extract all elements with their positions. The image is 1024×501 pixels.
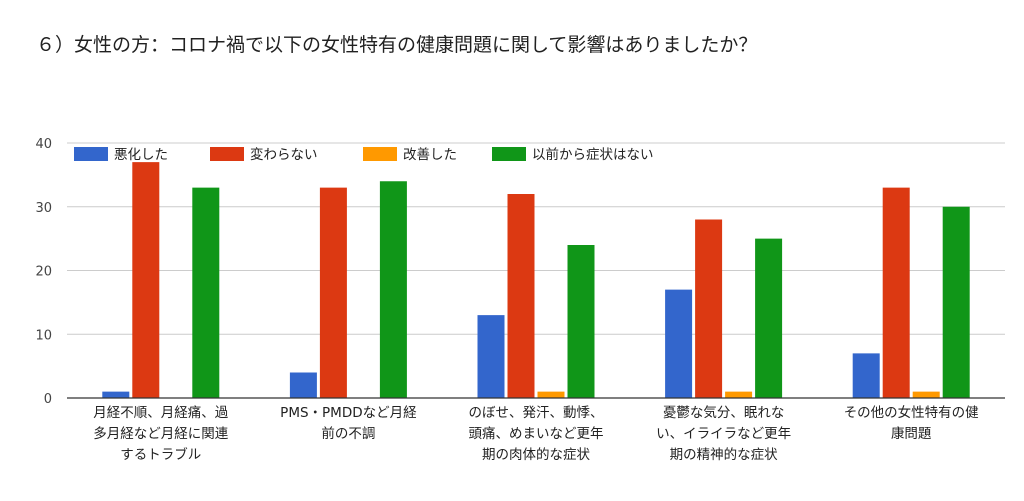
category-label: PMS・PMDDなど月経	[280, 405, 417, 421]
legend-swatch-3	[363, 147, 397, 161]
bar-4-4	[755, 238, 783, 398]
bar-2-1	[132, 162, 160, 398]
chart-title: ６）女性の方：コロナ禍で以下の女性特有の健康問題に関して影響はありましたか？	[36, 34, 758, 56]
category-label: 月経不順、月経痛、過	[93, 404, 228, 421]
bar-1-3	[477, 315, 505, 398]
bar-3-3	[537, 391, 565, 398]
legend-swatch-2	[210, 147, 244, 161]
legend-label-1: 悪化した	[114, 147, 168, 163]
legend: 悪化した 変わらない 改善した 以前から症状はない	[74, 146, 654, 163]
bar-4-5	[942, 206, 970, 398]
category-label: するトラブル	[120, 446, 201, 463]
y-axis-ticks: 0 10 20 30 40	[35, 137, 52, 407]
legend-label-4: 以前から症状はない	[532, 146, 654, 163]
category-label: 憂鬱な気分、眠れな	[663, 405, 785, 421]
category-label: 期の精神的な症状	[670, 447, 778, 463]
bar-1-4	[665, 289, 693, 398]
bar-2-2	[319, 187, 347, 398]
category-label: 頭痛、めまいなど更年	[469, 425, 604, 442]
bar-3-4	[725, 391, 753, 398]
y-tick-label: 40	[35, 137, 52, 152]
bar-4-3	[567, 245, 595, 398]
category-label: その他の女性特有の健	[844, 404, 979, 421]
legend-label-3: 改善した	[403, 147, 457, 163]
legend-swatch-4	[492, 147, 526, 161]
y-tick-label: 10	[35, 328, 52, 343]
bar-3-5	[912, 391, 940, 398]
bar-1-5	[852, 353, 880, 398]
category-label: 康問題	[891, 425, 932, 442]
y-tick-label: 0	[44, 392, 52, 407]
y-tick-label: 30	[35, 201, 52, 216]
category-label: 多月経など月経に関連	[93, 425, 228, 442]
legend-swatch-1	[74, 147, 108, 161]
bar-1-1	[102, 391, 130, 398]
bar-2-5	[882, 187, 910, 398]
legend-label-2: 変わらない	[250, 146, 318, 163]
bar-4-2	[379, 181, 407, 398]
bar-1-2	[289, 372, 317, 398]
category-label: 前の不調	[321, 425, 375, 442]
category-label: い、イライラなど更年	[656, 426, 791, 442]
gridlines	[67, 142, 1005, 335]
y-tick-label: 20	[35, 265, 52, 280]
bar-2-4	[695, 219, 723, 398]
category-label: 期の肉体的な症状	[482, 447, 590, 463]
bar-4-1	[192, 187, 220, 398]
category-label: のぼせ、発汗、動悸、	[469, 405, 604, 421]
bar-2-3	[507, 194, 535, 398]
bars	[102, 162, 970, 398]
